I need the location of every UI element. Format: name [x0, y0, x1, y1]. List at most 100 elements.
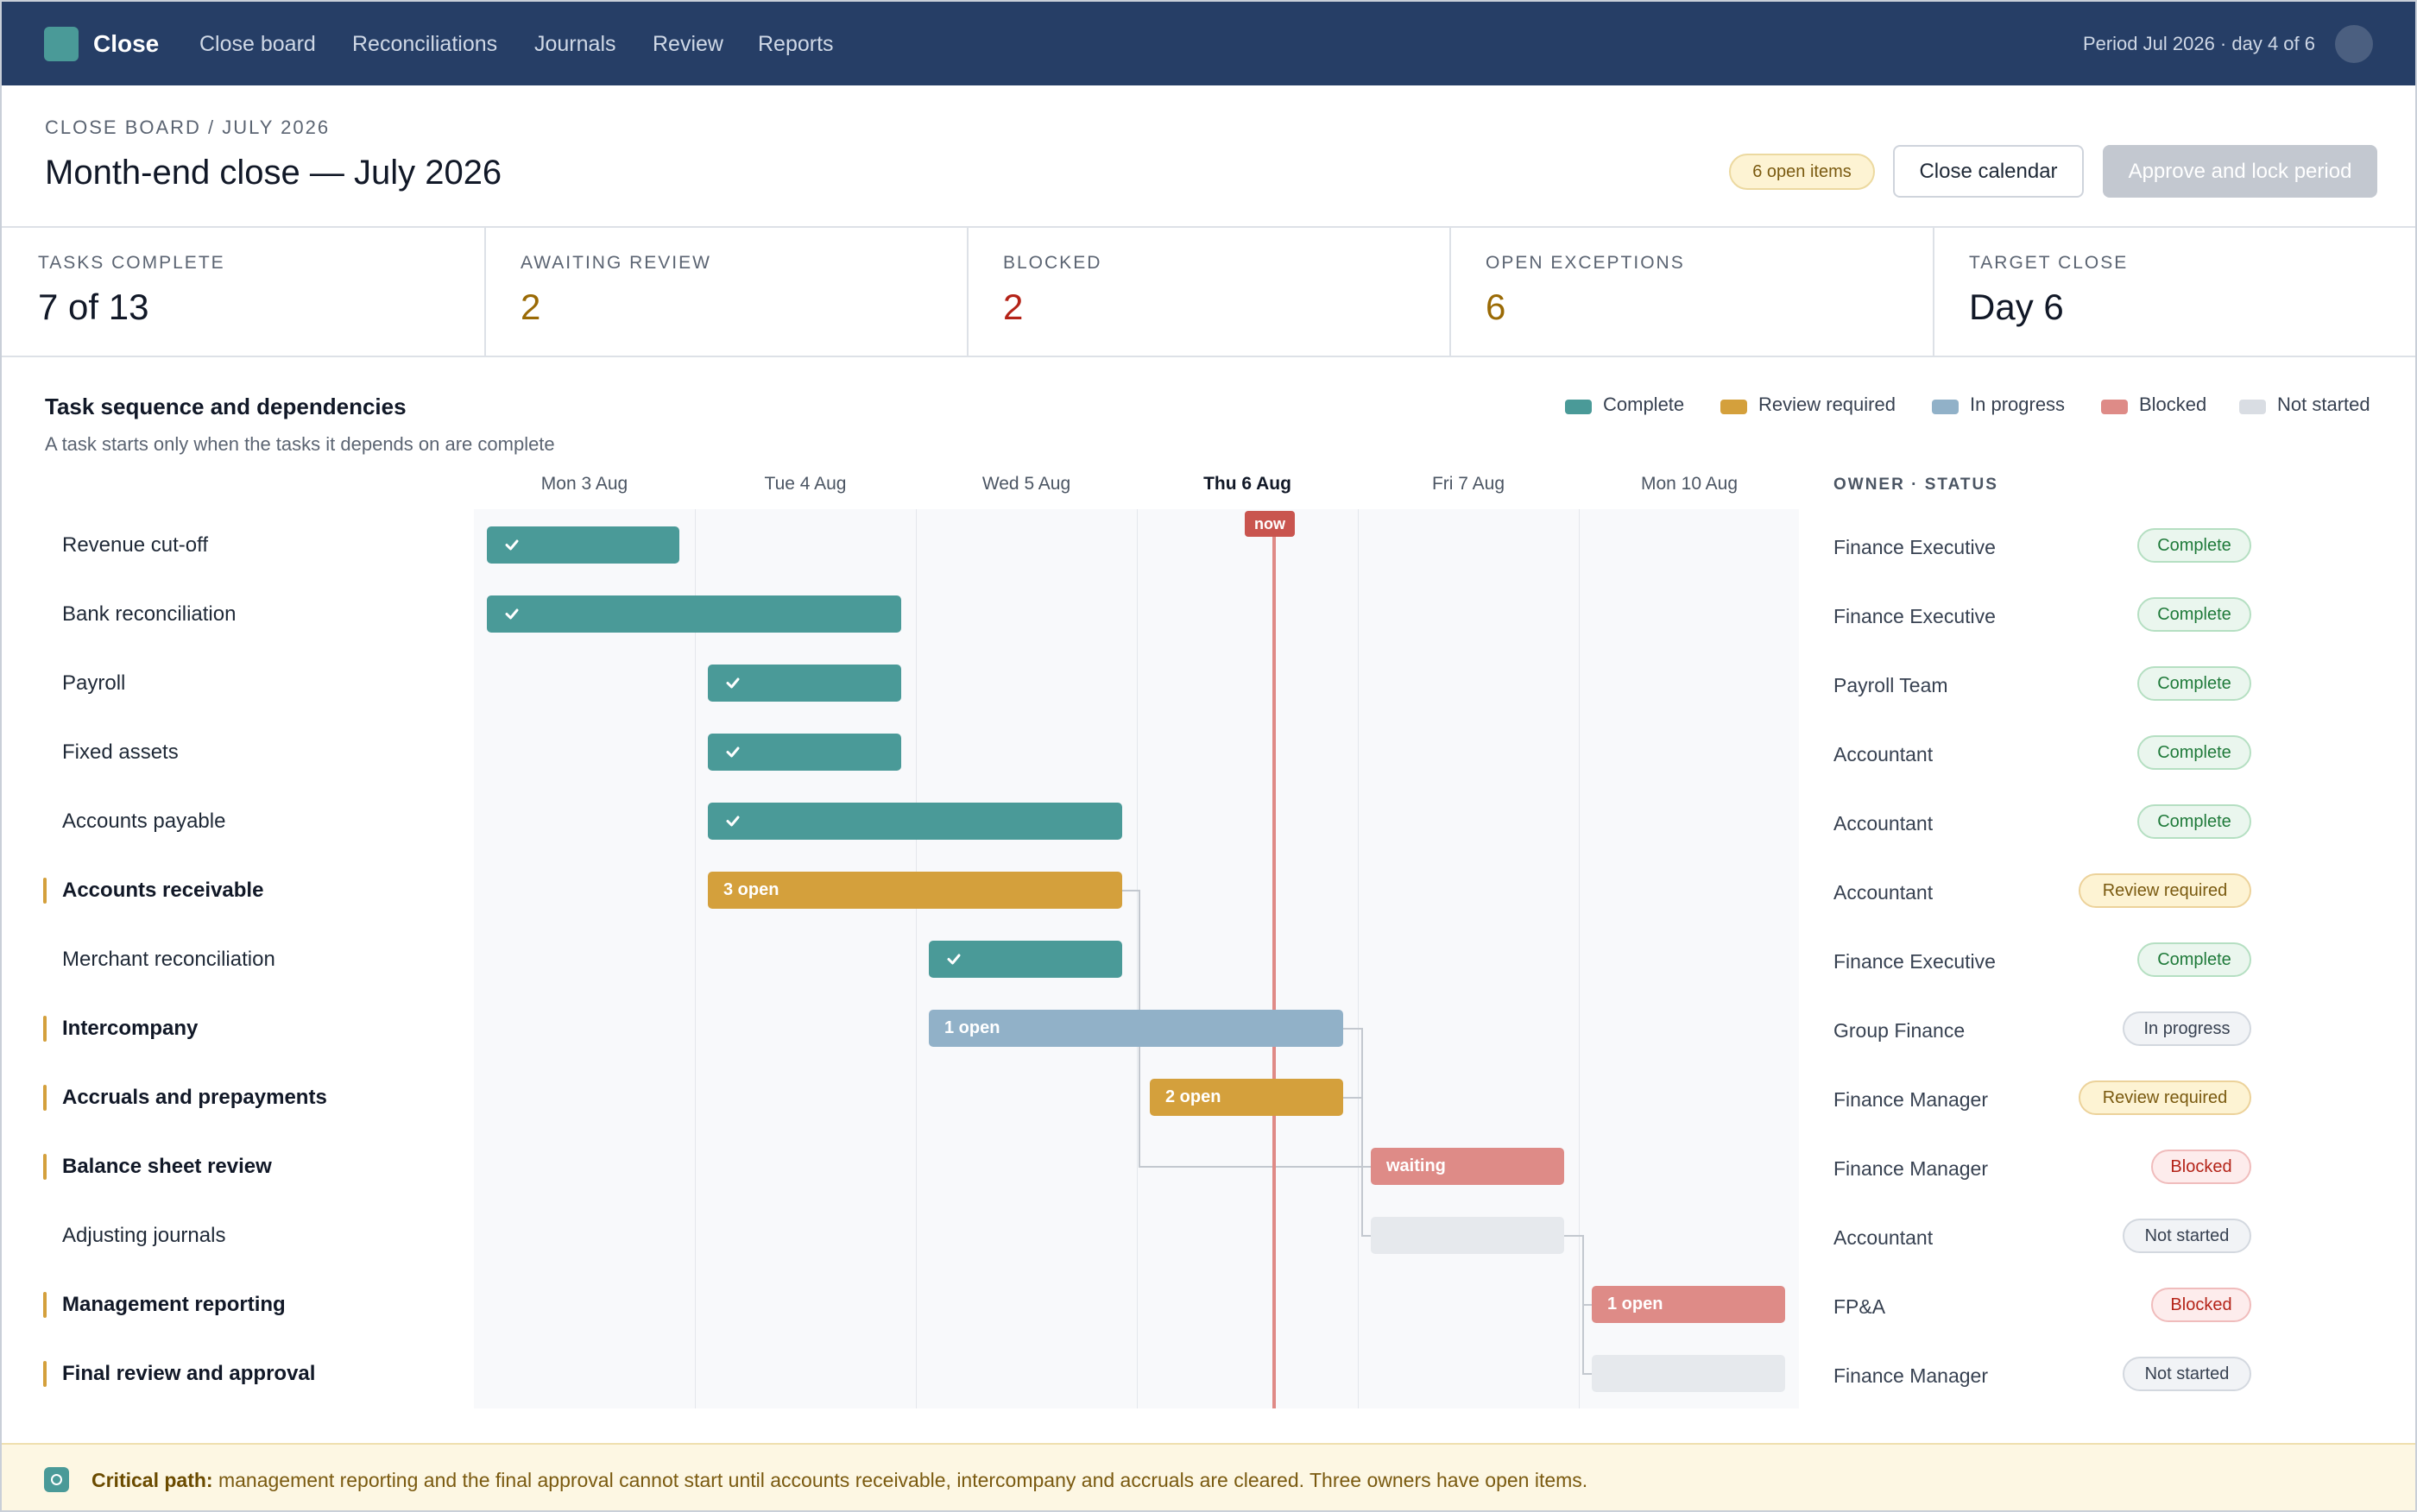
nav-reports[interactable]: Reports	[758, 32, 834, 56]
status-badge: Blocked	[2151, 1150, 2251, 1184]
legend-swatch	[2101, 400, 2128, 414]
close-calendar-button[interactable]: Close calendar	[1893, 145, 2084, 198]
task-bar[interactable]	[487, 595, 901, 633]
day-header: Tue 4 Aug	[764, 474, 847, 494]
task-bar[interactable]: 3 open	[708, 872, 1122, 909]
task-bar[interactable]	[708, 665, 901, 702]
owner-status-header: OWNER · STATUS	[1833, 476, 1998, 494]
kpi-target-close: TARGET CLOSE Day 6	[1934, 228, 2415, 356]
kpi-blocked: BLOCKED 2	[969, 228, 1451, 356]
legend-swatch	[1932, 400, 1959, 414]
critical-path-marker	[43, 1361, 47, 1387]
task-name[interactable]: Revenue cut-off	[62, 533, 208, 557]
nav-journals[interactable]: Journals	[534, 32, 616, 56]
breadcrumb: CLOSE BOARD / JULY 2026	[45, 117, 331, 138]
task-bar[interactable]	[487, 526, 679, 564]
critical-path-label: Critical path:	[92, 1469, 213, 1491]
task-name[interactable]: Accounts receivable	[62, 879, 264, 902]
task-owner: FP&A	[1833, 1295, 1886, 1318]
task-bar-label: 1 open	[1607, 1295, 1663, 1314]
status-badge: Complete	[2137, 735, 2251, 770]
open-items-badge: 6 open items	[1729, 154, 1875, 190]
critical-path-marker	[43, 878, 47, 904]
critical-path-text: Critical path: management reporting and …	[92, 1467, 1587, 1493]
task-name[interactable]: Fixed assets	[62, 740, 179, 764]
check-icon	[502, 535, 521, 554]
task-name[interactable]: Adjusting journals	[62, 1224, 226, 1247]
legend-label: Not started	[2277, 394, 2370, 415]
nav-close-board[interactable]: Close board	[199, 32, 316, 56]
section-title: Task sequence and dependencies	[45, 394, 407, 419]
status-badge: Not started	[2123, 1357, 2251, 1391]
task-name[interactable]: Accounts payable	[62, 810, 226, 833]
user-avatar[interactable]	[2335, 25, 2373, 63]
legend-swatch	[1720, 400, 1747, 414]
critical-path-message: management reporting and the final appro…	[212, 1469, 1588, 1491]
day-divider	[1579, 509, 1580, 1408]
legend-label: Review required	[1758, 394, 1896, 415]
status-badge: Complete	[2137, 942, 2251, 977]
kpi-value: Day 6	[1969, 287, 2064, 327]
kpi-value: 2	[521, 287, 541, 327]
status-badge: In progress	[2123, 1011, 2251, 1046]
task-owner: Finance Executive	[1833, 605, 1996, 627]
nav-review[interactable]: Review	[653, 32, 723, 56]
task-bar[interactable]: 1 open	[1592, 1286, 1785, 1323]
task-owner: Finance Executive	[1833, 536, 1996, 558]
critical-path-marker	[43, 1292, 47, 1318]
task-name[interactable]: Bank reconciliation	[62, 602, 237, 626]
task-owner: Finance Manager	[1833, 1157, 1988, 1180]
status-badge: Complete	[2137, 666, 2251, 701]
task-bar[interactable]: 1 open	[929, 1010, 1343, 1047]
task-owner: Finance Manager	[1833, 1364, 1988, 1387]
task-name[interactable]: Accruals and prepayments	[62, 1086, 327, 1109]
status-badge: Not started	[2123, 1219, 2251, 1253]
status-badge: Complete	[2137, 804, 2251, 839]
task-bar-label: waiting	[1386, 1156, 1446, 1175]
task-bar[interactable]	[1592, 1355, 1785, 1392]
kpi-value: 6	[1486, 287, 1506, 327]
task-name[interactable]: Balance sheet review	[62, 1155, 272, 1178]
task-bar-label: 2 open	[1165, 1087, 1221, 1106]
critical-path-marker	[43, 1154, 47, 1180]
task-name[interactable]: Payroll	[62, 671, 126, 695]
check-icon	[944, 949, 963, 968]
period-indicator: Period Jul 2026 · day 4 of 6	[2082, 33, 2315, 54]
kpi-awaiting-review: AWAITING REVIEW 2	[486, 228, 969, 356]
status-badge: Blocked	[2151, 1288, 2251, 1322]
task-bar-label: 1 open	[944, 1018, 1000, 1037]
task-name[interactable]: Intercompany	[62, 1017, 199, 1040]
logo-icon	[44, 27, 79, 61]
approve-and-lock-button[interactable]: Approve and lock period	[2103, 145, 2377, 198]
task-bar[interactable]	[708, 734, 901, 771]
task-owner: Accountant	[1833, 881, 1934, 904]
day-header: Wed 5 Aug	[981, 474, 1071, 494]
task-bar-label: 3 open	[723, 880, 779, 899]
app-name: Close	[93, 30, 160, 57]
status-badge: Complete	[2137, 597, 2251, 632]
task-bar[interactable]: waiting	[1371, 1148, 1564, 1185]
task-bar[interactable]: 2 open	[1150, 1079, 1343, 1116]
task-name[interactable]: Final review and approval	[62, 1362, 316, 1385]
task-name[interactable]: Merchant reconciliation	[62, 948, 275, 971]
kpi-label: TARGET CLOSE	[1969, 253, 2129, 273]
kpi-strip: TASKS COMPLETE 7 of 13 AWAITING REVIEW 2…	[2, 226, 2415, 357]
nav-reconciliations[interactable]: Reconciliations	[352, 32, 498, 56]
task-bar[interactable]	[1371, 1217, 1564, 1254]
task-bar[interactable]	[708, 803, 1122, 840]
day-divider	[916, 509, 917, 1408]
status-badge: Review required	[2079, 873, 2251, 908]
task-name[interactable]: Management reporting	[62, 1293, 286, 1316]
kpi-tasks-complete: TASKS COMPLETE 7 of 13	[2, 228, 486, 356]
task-owner: Accountant	[1833, 1226, 1934, 1249]
day-header: Fri 7 Aug	[1431, 474, 1505, 494]
day-divider	[695, 509, 696, 1408]
task-owner: Accountant	[1833, 743, 1934, 765]
kpi-open-exceptions: OPEN EXCEPTIONS 6	[1451, 228, 1934, 356]
status-badge: Complete	[2137, 528, 2251, 563]
info-icon	[44, 1467, 69, 1492]
critical-path-marker	[43, 1016, 47, 1042]
day-header: Thu 6 Aug	[1203, 474, 1291, 494]
task-bar[interactable]	[929, 941, 1122, 978]
legend-label: Blocked	[2139, 394, 2207, 415]
